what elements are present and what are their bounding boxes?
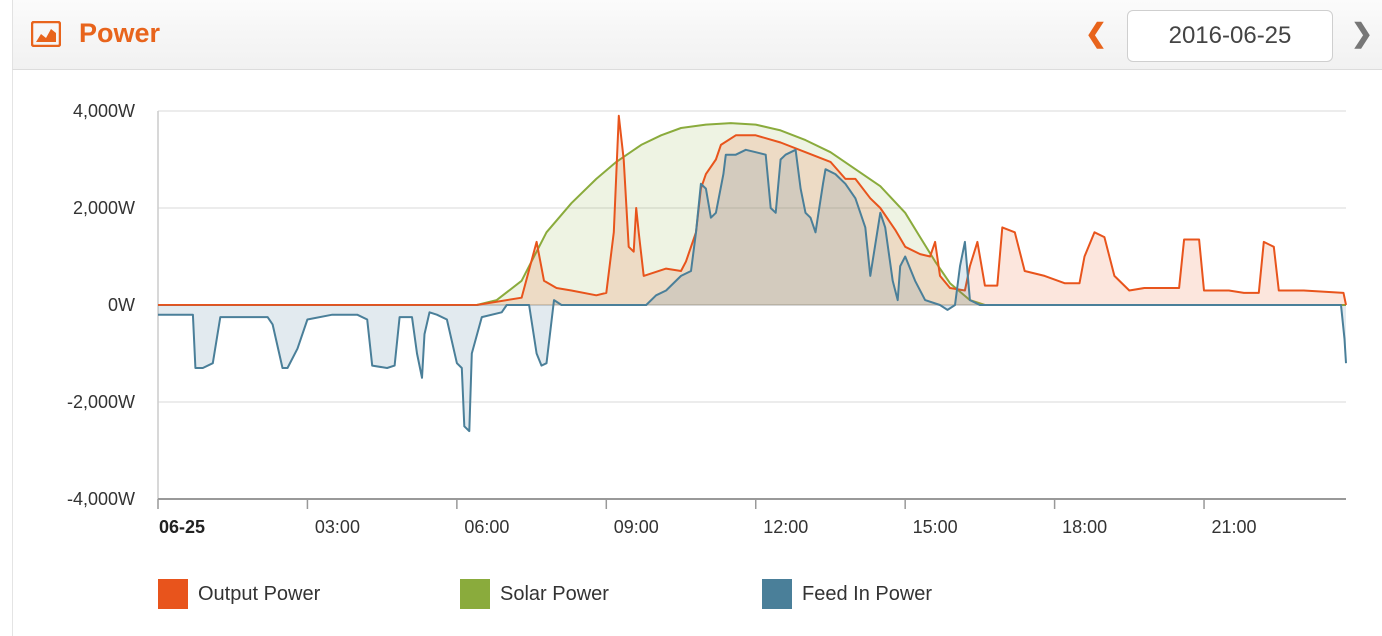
chevron-right-icon: ❯	[1351, 18, 1373, 48]
x-tick-label: 15:00	[913, 517, 958, 537]
power-chart: 4,000W 2,000W 0W -2,000W -4,000W 06-25 03:00 06…	[67, 101, 1347, 537]
x-tick-label: 21:00	[1212, 517, 1257, 537]
legend-label: Output Power	[198, 582, 321, 605]
x-tick-label: 18:00	[1062, 517, 1107, 537]
solar-power-area	[158, 123, 1346, 305]
legend-swatch	[158, 579, 188, 609]
y-tick-label: 0W	[108, 295, 135, 315]
y-tick-label: 4,000W	[73, 101, 135, 121]
y-tick-label: 2,000W	[73, 198, 135, 218]
x-tick-label: 12:00	[763, 517, 808, 537]
y-tick-label: -4,000W	[67, 489, 135, 509]
widget-header: Power ❮ 2016-06-25 ❯	[12, 0, 1382, 70]
output-power-line	[158, 114, 1347, 306]
area-chart-icon	[31, 21, 61, 47]
legend-label: Solar Power	[500, 582, 609, 605]
feed-in-power-line	[158, 148, 1347, 433]
x-tick-label: 06-25	[159, 517, 205, 537]
output-power-area	[158, 115, 1346, 305]
date-field[interactable]: 2016-06-25	[1127, 10, 1333, 62]
chevron-left-icon: ❮	[1085, 18, 1107, 48]
legend-swatch	[762, 579, 792, 609]
widget-title: Power	[79, 18, 161, 48]
x-tick-label: 03:00	[315, 517, 360, 537]
solar-power-line	[158, 122, 1346, 306]
previous-date-button[interactable]: ❮	[1083, 18, 1109, 48]
legend-label: Feed In Power	[802, 582, 933, 605]
y-tick-label: -2,000W	[67, 392, 135, 412]
legend-item[interactable]: Solar Power	[460, 578, 609, 610]
legend-item[interactable]: Feed In Power	[762, 578, 932, 610]
next-date-button[interactable]: ❯	[1349, 18, 1375, 48]
x-tick-label: 09:00	[614, 517, 659, 537]
legend-item[interactable]: Output Power	[158, 578, 320, 610]
feed-in-power-area	[158, 149, 1346, 432]
x-tick-label: 06:00	[464, 517, 509, 537]
legend-swatch	[460, 579, 490, 609]
left-border	[12, 70, 13, 636]
